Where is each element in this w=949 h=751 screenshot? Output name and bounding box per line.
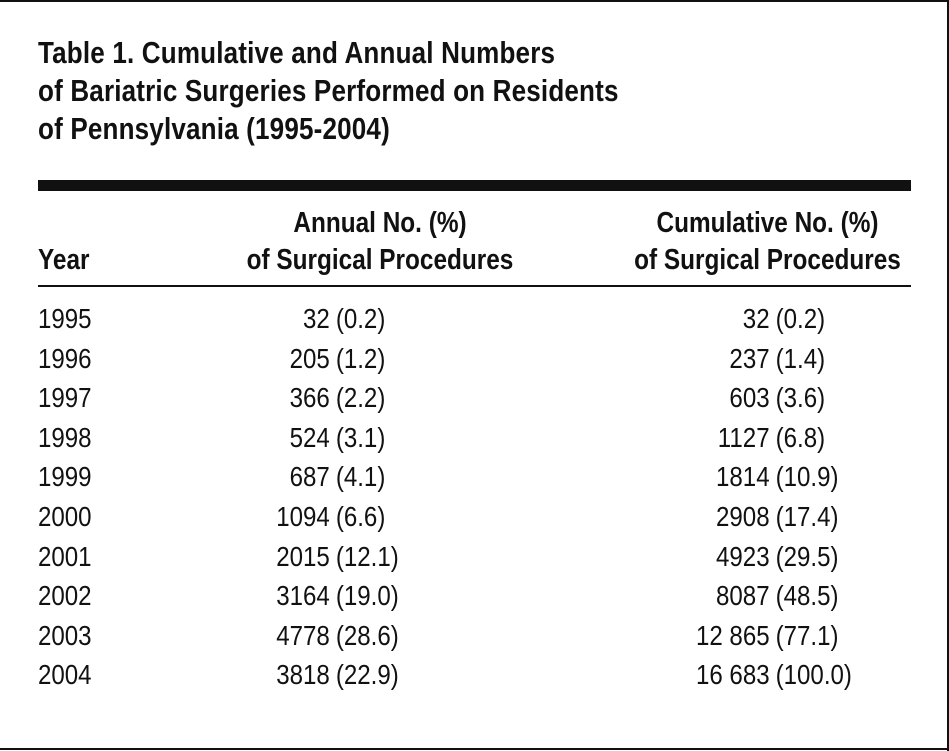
cumulative-cell: 4923 (29.5) <box>632 537 856 577</box>
annual-cell: 32 (0.2) <box>218 299 418 339</box>
year-cell: 1999 <box>38 461 92 493</box>
cumulative-count: 2908 <box>716 500 770 532</box>
annual-count: 32 <box>303 303 330 334</box>
annual-percent: (28.6) <box>335 619 399 651</box>
annual-cell: 3164 (19.0) <box>218 576 418 616</box>
frame-top-border <box>0 0 949 2</box>
table-row: 1997 366 (2.2) 603 (3.6) <box>0 378 949 418</box>
column-header-annual-line-1: Annual No. (%) <box>293 207 467 239</box>
frame-right-border <box>947 0 949 751</box>
column-header-annual: Annual No. (%) of Surgical Procedures <box>229 205 531 279</box>
annual-count: 4778 <box>276 619 330 651</box>
cumulative-percent: (100.0) <box>775 659 852 691</box>
annual-count: 687 <box>289 461 330 493</box>
year-cell: 2001 <box>38 540 92 572</box>
table-row: 2002 3164 (19.0) 8087 (48.5) <box>0 576 949 616</box>
column-header-cumulative: Cumulative No. (%) of Surgical Procedure… <box>610 205 925 279</box>
annual-cell: 524 (3.1) <box>218 418 418 458</box>
year-cell: 1998 <box>38 421 92 453</box>
table-row: 2000 1094 (6.6) 2908 (17.4) <box>0 497 949 537</box>
annual-cell: 1094 (6.6) <box>218 497 418 537</box>
annual-cell: 687 (4.1) <box>218 457 418 497</box>
year-cell: 1995 <box>38 303 92 334</box>
annual-cell: 4778 (28.6) <box>218 616 418 656</box>
cumulative-count: 8087 <box>716 580 770 612</box>
column-header-cumulative-line-1: Cumulative No. (%) <box>656 207 879 239</box>
column-header-annual-line-2: of Surgical Procedures <box>246 244 514 276</box>
cumulative-percent: (10.9) <box>775 461 839 493</box>
annual-percent: (4.1) <box>335 461 386 493</box>
cumulative-cell: 2908 (17.4) <box>632 497 856 537</box>
annual-count: 3164 <box>276 580 330 612</box>
header-top-rule <box>38 180 911 191</box>
frame-bottom-border <box>0 748 949 750</box>
annual-cell: 3818 (22.9) <box>218 655 418 695</box>
cumulative-percent: (17.4) <box>775 500 839 532</box>
table-title-line-2: of Bariatric Surgeries Performed on Resi… <box>38 73 619 108</box>
annual-count: 366 <box>289 382 330 414</box>
annual-percent: (19.0) <box>335 580 399 612</box>
cumulative-count: 16 683 <box>695 659 770 691</box>
annual-count: 524 <box>289 421 330 453</box>
cumulative-percent: (1.4) <box>775 342 826 374</box>
table-row: 1995 32 (0.2) 32 (0.2) <box>0 299 949 339</box>
annual-percent: (12.1) <box>335 540 399 572</box>
annual-count: 1094 <box>276 500 330 532</box>
annual-percent: (3.1) <box>335 421 386 453</box>
cumulative-count: 32 <box>742 303 770 334</box>
cumulative-cell: 16 683 (100.0) <box>632 655 856 695</box>
year-cell: 1996 <box>38 342 92 374</box>
table-row: 2004 3818 (22.9) 16 683 (100.0) <box>0 655 949 695</box>
cumulative-percent: (77.1) <box>775 619 839 651</box>
table-row: 2001 2015 (12.1) 4923 (29.5) <box>0 537 949 577</box>
annual-percent: (0.2) <box>335 303 386 334</box>
year-cell: 2000 <box>38 500 92 532</box>
column-header-cumulative-line-2: of Surgical Procedures <box>634 244 901 276</box>
header-bottom-rule <box>38 285 911 287</box>
cumulative-cell: 1127 (6.8) <box>632 418 856 458</box>
annual-count: 3818 <box>276 659 330 691</box>
table-row: 1998 524 (3.1) 1127 (6.8) <box>0 418 949 458</box>
year-cell: 1997 <box>38 382 92 414</box>
cumulative-percent: (3.6) <box>775 382 826 414</box>
annual-cell: 366 (2.2) <box>218 378 418 418</box>
cumulative-percent: (6.8) <box>775 421 826 453</box>
annual-count: 2015 <box>276 540 330 572</box>
cumulative-cell: 8087 (48.5) <box>632 576 856 616</box>
year-cell: 2004 <box>38 659 92 691</box>
cumulative-percent: (29.5) <box>775 540 839 572</box>
cumulative-count: 237 <box>729 342 770 374</box>
table-title-line-3: of Pennsylvania (1995-2004) <box>38 111 390 146</box>
annual-cell: 205 (1.2) <box>218 339 418 379</box>
cumulative-cell: 237 (1.4) <box>632 339 856 379</box>
annual-percent: (6.6) <box>335 500 386 532</box>
cumulative-count: 12 865 <box>695 619 770 651</box>
cumulative-cell: 603 (3.6) <box>632 378 856 418</box>
annual-percent: (1.2) <box>335 342 386 374</box>
table-row: 1996 205 (1.2) 237 (1.4) <box>0 339 949 379</box>
cumulative-percent: (0.2) <box>775 303 826 334</box>
table-title: Table 1. Cumulative and Annual Numbers o… <box>38 34 760 148</box>
annual-cell: 2015 (12.1) <box>218 537 418 577</box>
annual-percent: (22.9) <box>335 659 399 691</box>
cumulative-count: 4923 <box>716 540 770 572</box>
cumulative-percent: (48.5) <box>775 580 839 612</box>
cumulative-count: 1814 <box>716 461 770 493</box>
cumulative-count: 1127 <box>717 421 770 453</box>
column-header-year: Year <box>38 244 90 276</box>
cumulative-cell: 12 865 (77.1) <box>632 616 856 656</box>
annual-count: 205 <box>289 342 330 374</box>
cumulative-count: 603 <box>729 382 770 414</box>
annual-percent: (2.2) <box>335 382 386 414</box>
year-cell: 2002 <box>38 580 92 612</box>
table-title-line-1: Table 1. Cumulative and Annual Numbers <box>38 35 556 70</box>
year-cell: 2003 <box>38 619 92 651</box>
table-row: 2003 4778 (28.6) 12 865 (77.1) <box>0 616 949 656</box>
table-row: 1999 687 (4.1) 1814 (10.9) <box>0 457 949 497</box>
table-body: 1995 32 (0.2) 32 (0.2) 1996 205 (1.2) 237 (1… <box>0 299 949 695</box>
cumulative-cell: 32 (0.2) <box>632 299 856 339</box>
cumulative-cell: 1814 (10.9) <box>632 457 856 497</box>
